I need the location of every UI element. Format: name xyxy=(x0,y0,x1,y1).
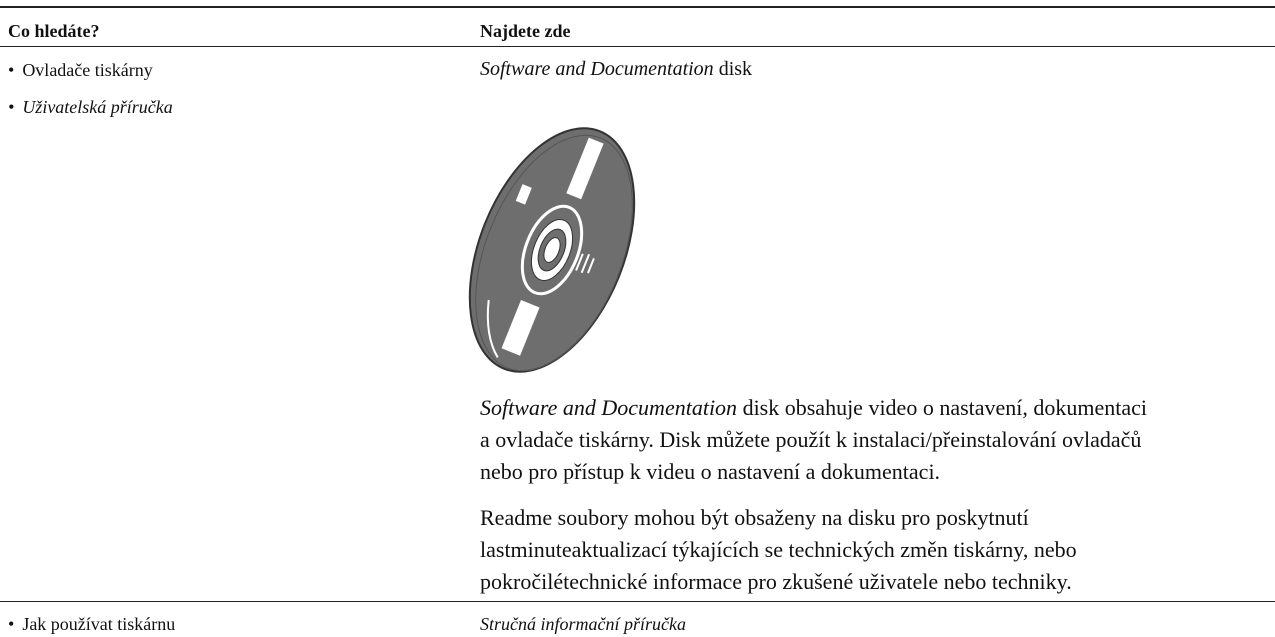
paragraph-line: lastminuteaktualizací týkajících se tech… xyxy=(480,537,1077,562)
paragraph-line: pokročilétechnické informace pro zkušené… xyxy=(480,569,1072,594)
row-rule xyxy=(0,601,1275,602)
list-item: Jak používat tiskárnu xyxy=(8,614,175,635)
paragraph-line: Readme soubory mohou být obsaženy na dis… xyxy=(480,505,1029,530)
source: Stručná informační příručka xyxy=(480,614,686,634)
disc-illustration xyxy=(468,127,636,373)
list-item: Ovladače tiskárny xyxy=(8,60,152,81)
column-header: Najdete zde xyxy=(480,21,571,41)
list-item: Uživatelská příručka xyxy=(8,97,172,118)
header-rule xyxy=(0,46,1275,47)
paragraph-line: a ovladače tiskárny. Disk můžete použít … xyxy=(480,427,1142,452)
source: Software and Documentation disk xyxy=(480,58,753,80)
paragraph-line: nebo pro přístup k videu o nastavení a d… xyxy=(480,459,941,484)
top-rule xyxy=(0,6,1275,8)
column-header: Co hledáte? xyxy=(8,21,100,41)
paragraph-line: Software and Documentation disk obsahuje … xyxy=(480,395,1148,420)
